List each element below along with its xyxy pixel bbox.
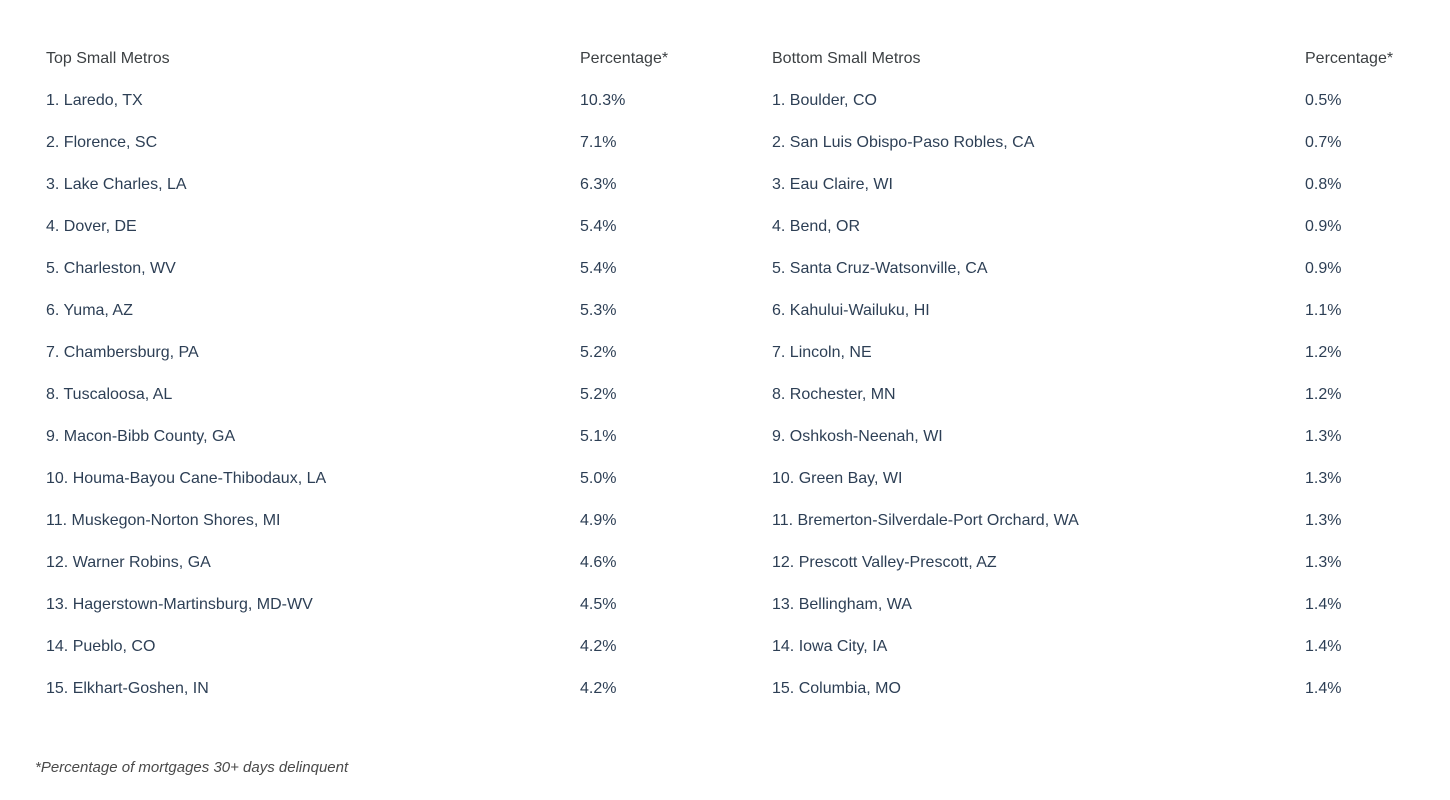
top-metro-cell: 10. Houma-Bayou Cane-Thibodaux, LA bbox=[46, 470, 327, 487]
top-metro-cell: 7. Chambersburg, PA bbox=[46, 344, 199, 361]
bottom-metro-cell: 10. Green Bay, WI bbox=[772, 470, 903, 487]
bottom-percentage-cell: 1.3% bbox=[1305, 470, 1342, 487]
footnote: *Percentage of mortgages 30+ days delinq… bbox=[35, 759, 349, 776]
top-metro-cell: 12. Warner Robins, GA bbox=[46, 554, 211, 571]
top-percentage-cell: 5.0% bbox=[580, 470, 617, 487]
bottom-percentage-cell: 1.2% bbox=[1305, 386, 1342, 403]
bottom-percentage-cell: 1.1% bbox=[1305, 302, 1342, 319]
bottom-metro-cell: 5. Santa Cruz-Watsonville, CA bbox=[772, 260, 988, 277]
left-table-percentage-header: Percentage* bbox=[580, 50, 669, 67]
bottom-metro-cell: 1. Boulder, CO bbox=[772, 92, 877, 109]
top-percentage-cell: 5.1% bbox=[580, 428, 617, 445]
top-percentage-cell: 10.3% bbox=[580, 92, 626, 109]
top-percentage-cell: 4.2% bbox=[580, 638, 617, 655]
top-metro-cell: 3. Lake Charles, LA bbox=[46, 176, 187, 193]
top-metro-cell: 4. Dover, DE bbox=[46, 218, 137, 235]
bottom-percentage-cell: 0.5% bbox=[1305, 92, 1342, 109]
bottom-percentage-cell: 1.3% bbox=[1305, 512, 1342, 529]
right-table-title: Bottom Small Metros bbox=[772, 50, 921, 67]
bottom-metro-cell: 9. Oshkosh-Neenah, WI bbox=[772, 428, 943, 445]
bottom-metro-cell: 11. Bremerton-Silverdale-Port Orchard, W… bbox=[772, 512, 1079, 529]
bottom-percentage-cell: 1.3% bbox=[1305, 554, 1342, 571]
bottom-percentage-cell: 0.8% bbox=[1305, 176, 1342, 193]
top-percentage-cell: 5.2% bbox=[580, 344, 617, 361]
top-metro-cell: 6. Yuma, AZ bbox=[46, 302, 133, 319]
top-metro-cell: 2. Florence, SC bbox=[46, 134, 158, 151]
top-percentage-cell: 4.6% bbox=[580, 554, 617, 571]
left-table-title: Top Small Metros bbox=[46, 50, 170, 67]
bottom-metro-cell: 6. Kahului-Wailuku, HI bbox=[772, 302, 930, 319]
top-metro-cell: 8. Tuscaloosa, AL bbox=[46, 386, 173, 403]
bottom-metro-cell: 7. Lincoln, NE bbox=[772, 344, 872, 361]
top-percentage-cell: 5.4% bbox=[580, 218, 617, 235]
bottom-percentage-cell: 0.9% bbox=[1305, 260, 1342, 277]
right-table-percentage-header: Percentage* bbox=[1305, 50, 1394, 67]
bottom-percentage-cell: 0.9% bbox=[1305, 218, 1342, 235]
bottom-metro-cell: 15. Columbia, MO bbox=[772, 680, 901, 697]
bottom-metro-cell: 12. Prescott Valley-Prescott, AZ bbox=[772, 554, 997, 571]
top-metro-cell: 9. Macon-Bibb County, GA bbox=[46, 428, 236, 445]
top-metro-cell: 5. Charleston, WV bbox=[46, 260, 176, 277]
top-metro-cell: 14. Pueblo, CO bbox=[46, 638, 156, 655]
bottom-percentage-cell: 1.4% bbox=[1305, 596, 1342, 613]
top-percentage-cell: 4.9% bbox=[580, 512, 617, 529]
top-metro-cell: 15. Elkhart-Goshen, IN bbox=[46, 680, 209, 697]
bottom-percentage-cell: 1.3% bbox=[1305, 428, 1342, 445]
bottom-percentage-cell: 1.4% bbox=[1305, 680, 1342, 697]
top-percentage-cell: 6.3% bbox=[580, 176, 617, 193]
bottom-metro-cell: 2. San Luis Obispo-Paso Robles, CA bbox=[772, 134, 1035, 151]
bottom-percentage-cell: 1.4% bbox=[1305, 638, 1342, 655]
top-percentage-cell: 4.5% bbox=[580, 596, 617, 613]
bottom-percentage-cell: 0.7% bbox=[1305, 134, 1342, 151]
top-percentage-cell: 5.3% bbox=[580, 302, 617, 319]
rankings-grid: Top Small Metros Percentage* Bottom Smal… bbox=[46, 50, 1394, 697]
bottom-metro-cell: 14. Iowa City, IA bbox=[772, 638, 888, 655]
top-metro-cell: 13. Hagerstown-Martinsburg, MD-WV bbox=[46, 596, 313, 613]
top-percentage-cell: 5.2% bbox=[580, 386, 617, 403]
bottom-metro-cell: 13. Bellingham, WA bbox=[772, 596, 912, 613]
bottom-percentage-cell: 1.2% bbox=[1305, 344, 1342, 361]
top-percentage-cell: 4.2% bbox=[580, 680, 617, 697]
top-metro-cell: 1. Laredo, TX bbox=[46, 92, 143, 109]
top-metro-cell: 11. Muskegon-Norton Shores, MI bbox=[46, 512, 281, 529]
bottom-metro-cell: 4. Bend, OR bbox=[772, 218, 861, 235]
top-percentage-cell: 7.1% bbox=[580, 134, 617, 151]
bottom-metro-cell: 8. Rochester, MN bbox=[772, 386, 896, 403]
top-percentage-cell: 5.4% bbox=[580, 260, 617, 277]
bottom-metro-cell: 3. Eau Claire, WI bbox=[772, 176, 893, 193]
